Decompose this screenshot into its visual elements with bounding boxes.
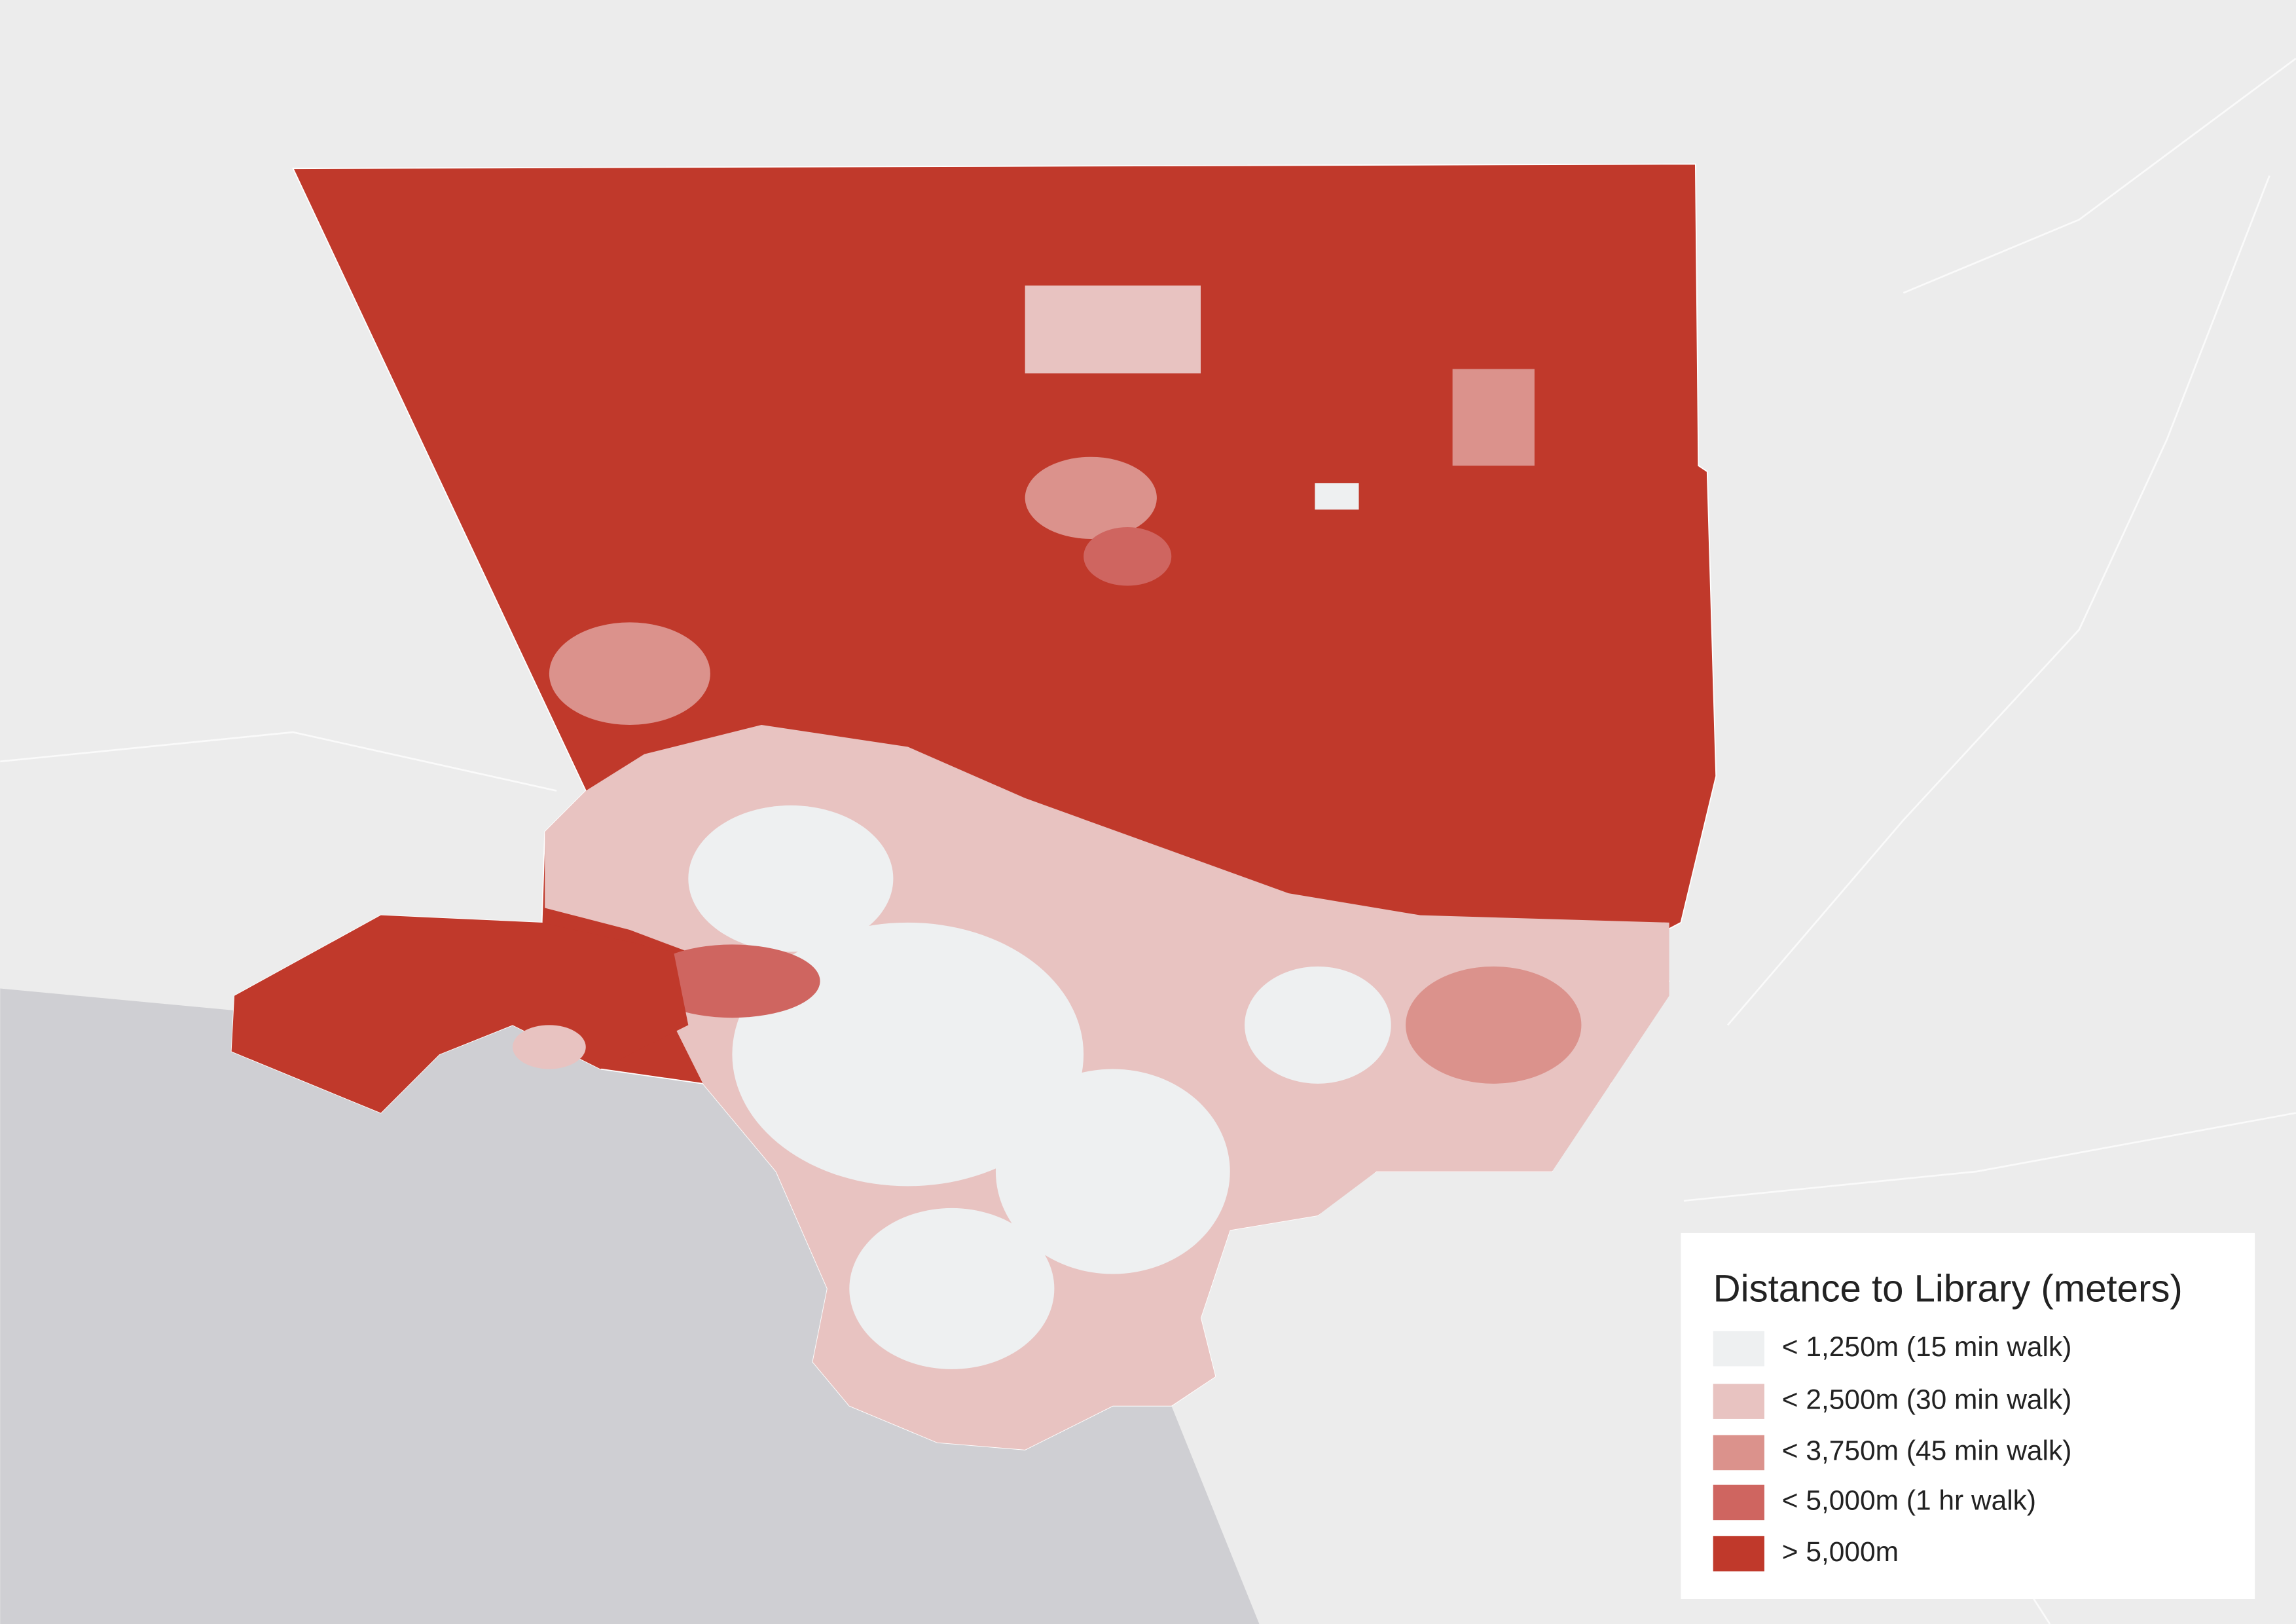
region-patches <box>231 286 1582 1369</box>
legend-label: < 1,250m (15 min walk) <box>1782 1332 2072 1363</box>
legend-swatch <box>1713 1331 1764 1367</box>
town-area <box>1025 286 1201 374</box>
mid-area <box>1025 456 1157 539</box>
mid-far-area <box>644 944 820 1018</box>
legend-swatch <box>1713 1435 1764 1471</box>
legend-title: Distance to Library (meters) <box>1713 1268 2183 1310</box>
legend: Distance to Library (meters) < 1,250m (1… <box>1681 1232 2255 1599</box>
near-area <box>995 1069 1230 1274</box>
legend-swatch <box>1713 1485 1764 1521</box>
legend-label: > 5,000m <box>1782 1537 1899 1568</box>
legend-swatch <box>1713 1384 1764 1419</box>
mid-area <box>549 622 710 725</box>
town-area <box>1315 483 1359 510</box>
near-area <box>732 922 1084 1187</box>
near-area <box>688 805 894 952</box>
legend-box <box>1681 1232 2255 1599</box>
legend-swatch <box>1713 1536 1764 1572</box>
mid-area <box>512 1025 586 1069</box>
malibu-area <box>231 915 689 1113</box>
legend-label: < 3,750m (45 min walk) <box>1782 1436 2072 1467</box>
ocean <box>0 988 1260 1624</box>
legend-label: < 2,500m (30 min walk) <box>1782 1384 2072 1415</box>
near-area <box>1245 966 1391 1084</box>
mid-far-area <box>1084 527 1172 586</box>
town-area <box>1452 369 1535 466</box>
legend-items: < 1,250m (15 min walk) < 2,500m (30 min w… <box>1713 1331 2072 1572</box>
legend-label: < 5,000m (1 hr walk) <box>1782 1486 2036 1517</box>
mid-area <box>1406 966 1582 1084</box>
near-area <box>849 1208 1055 1369</box>
